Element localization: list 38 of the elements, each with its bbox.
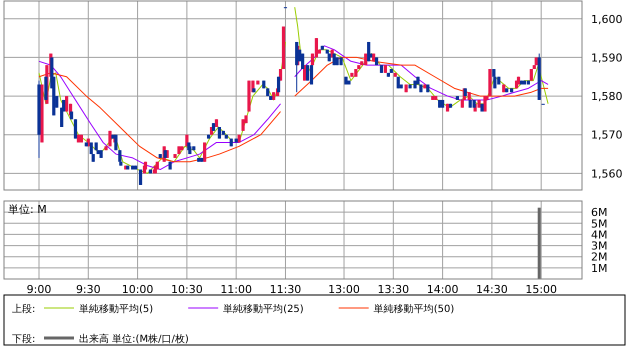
y-tick-label: 1,590 bbox=[591, 51, 622, 64]
y-tick-label: 3M bbox=[591, 240, 608, 253]
x-tick-label: 14:00 bbox=[426, 283, 458, 296]
legend-label: 出来高 単位:(M株/口/枚) bbox=[79, 333, 189, 345]
y-tick-label: 2M bbox=[591, 250, 608, 264]
y-tick-label: 1M bbox=[591, 262, 608, 275]
candlestick bbox=[65, 96, 68, 112]
legend-label: 単純移動平均(50) bbox=[374, 303, 454, 315]
legend-title: 下段: bbox=[12, 333, 36, 345]
line-series bbox=[294, 6, 549, 108]
line-series bbox=[294, 56, 549, 97]
candlestick bbox=[138, 169, 142, 186]
legend-label: 単純移動平均(5) bbox=[79, 303, 154, 315]
candlestick bbox=[306, 64, 310, 82]
candlestick bbox=[203, 142, 206, 162]
annotation: 単位: M bbox=[8, 203, 47, 216]
x-tick-label: 11:00 bbox=[220, 283, 252, 296]
y-tick-label: 1,570 bbox=[591, 128, 622, 142]
candlestick bbox=[108, 130, 112, 147]
y-tick-label: 1,580 bbox=[591, 90, 622, 104]
y-tick-label: 5M bbox=[591, 217, 608, 230]
y-tick-label: 1,600 bbox=[591, 12, 622, 26]
x-tick-label: 13:00 bbox=[328, 283, 360, 296]
candlestick bbox=[301, 53, 304, 70]
y-tick-label: 1,560 bbox=[591, 167, 622, 180]
line-series bbox=[294, 45, 549, 100]
x-tick-label: 9:30 bbox=[76, 283, 101, 296]
x-tick-label: 10:30 bbox=[171, 283, 203, 296]
x-tick-label: 11:30 bbox=[270, 283, 302, 296]
x-tick-label: 13:30 bbox=[377, 283, 410, 296]
x-tick-label: 10:00 bbox=[122, 283, 154, 296]
y-tick-label: 6M bbox=[591, 206, 608, 220]
legend-label: 単純移動平均(25) bbox=[223, 303, 304, 315]
x-tick-label: 15:00 bbox=[525, 283, 558, 296]
legend-title: 上段: bbox=[12, 303, 36, 315]
x-tick-label: 9:00 bbox=[26, 283, 52, 296]
x-tick-label: 14:30 bbox=[476, 283, 508, 296]
y-tick-label: 4M bbox=[591, 228, 608, 242]
